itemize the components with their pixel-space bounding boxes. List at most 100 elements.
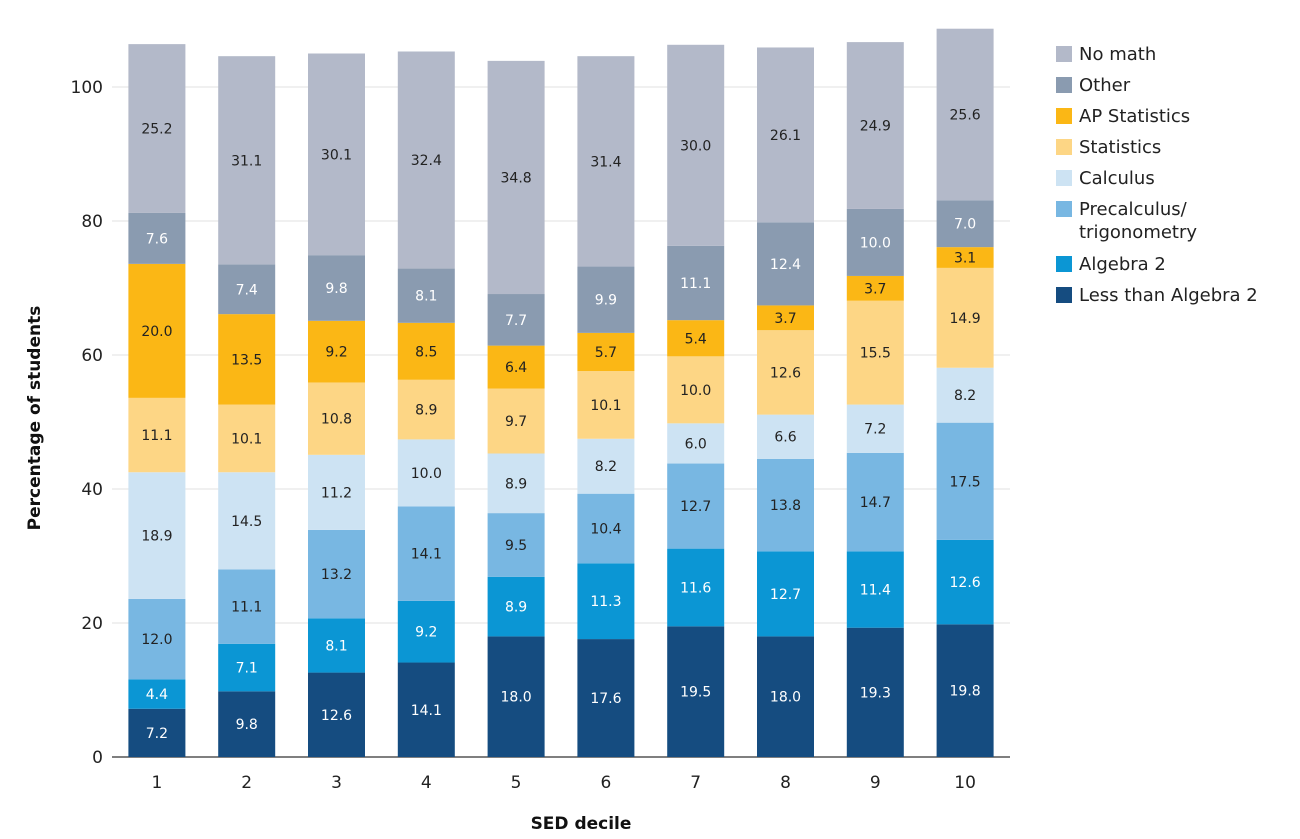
data-label: 13.2 (321, 567, 352, 583)
bar-segment (846, 452, 904, 552)
data-label: 7.7 (505, 313, 527, 329)
y-tick-label: 20 (81, 614, 103, 634)
x-tick-label: 2 (241, 773, 252, 793)
bar-segment (757, 222, 814, 306)
bar-segment (218, 569, 276, 644)
bar-segment (846, 42, 904, 209)
bar-segment (846, 627, 904, 757)
legend-label: AP Statistics (1079, 106, 1190, 127)
data-label: 18.0 (501, 690, 532, 706)
bar-segment (757, 636, 814, 757)
data-label: 19.3 (860, 685, 891, 701)
x-tick-label: 7 (690, 773, 701, 793)
data-label: 30.0 (680, 138, 711, 154)
bar-segment (667, 626, 725, 757)
bar-segment (487, 60, 545, 295)
data-label: 14.1 (411, 547, 442, 563)
bar-segment (577, 438, 635, 494)
data-label: 8.1 (325, 638, 347, 654)
data-label: 18.0 (770, 690, 801, 706)
bar-segment (667, 463, 725, 549)
data-label: 9.8 (236, 717, 258, 733)
legend-label: trigonometry (1079, 222, 1197, 243)
data-label: 7.2 (146, 726, 168, 742)
bar-segment (846, 275, 904, 301)
legend-label: Other (1079, 75, 1131, 96)
bar-segment (308, 618, 365, 673)
x-tick-label: 5 (511, 773, 522, 793)
data-label: 11.4 (860, 583, 891, 599)
data-label: 10.8 (321, 412, 352, 428)
x-tick-label: 10 (954, 773, 976, 793)
bar-segment (487, 453, 545, 514)
bar-segment (667, 44, 725, 246)
legend-item: Calculus (1056, 168, 1155, 189)
legend-label: Statistics (1079, 137, 1161, 158)
bar-segment (218, 264, 276, 315)
legend-swatch (1056, 108, 1072, 124)
data-label: 6.0 (685, 436, 707, 452)
data-label: 7.0 (954, 217, 976, 233)
data-label: 13.5 (231, 352, 262, 368)
bar-group-8: 18.0 12.7 13.8 6.6 12.6 3.7 12.4 26.1 (757, 47, 814, 757)
data-label: 11.1 (680, 276, 711, 292)
data-label: 8.2 (595, 459, 617, 475)
legend-swatch (1056, 170, 1072, 186)
bar-group-9: 19.3 11.4 14.7 7.2 15.5 3.7 10.0 24.9 (846, 42, 904, 757)
bar-segment (397, 379, 455, 440)
data-label: 12.6 (950, 575, 981, 591)
legend-label: Precalculus/ (1079, 199, 1188, 220)
bar-segment (128, 212, 186, 264)
data-label: 11.1 (231, 600, 262, 616)
bar-segment (667, 320, 725, 357)
data-label: 8.2 (954, 388, 976, 404)
x-tick-label: 6 (600, 773, 611, 793)
bar-group-3: 12.6 8.1 13.2 11.2 10.8 9.2 9.8 30.1 (308, 53, 365, 757)
data-label: 8.9 (415, 403, 437, 419)
y-tick-label: 60 (81, 346, 103, 366)
bar-segment (128, 679, 186, 709)
data-label: 9.9 (595, 293, 617, 309)
bar-segment (936, 624, 994, 757)
data-label: 18.9 (141, 529, 172, 545)
y-axis-ticks: 0 20 40 60 80 100 (71, 78, 103, 768)
bar-segment (667, 356, 725, 424)
legend-item: AP Statistics (1056, 106, 1190, 127)
data-label: 19.8 (950, 684, 981, 700)
data-label: 34.8 (501, 170, 532, 186)
data-label: 3.7 (774, 311, 796, 327)
data-label: 25.2 (141, 122, 172, 138)
bar-group-7: 19.5 11.6 12.7 6.0 10.0 5.4 11.1 30.0 (667, 44, 725, 757)
x-tick-label: 9 (870, 773, 881, 793)
bar-segment (397, 662, 455, 757)
bar-group-2: 9.8 7.1 11.1 14.5 10.1 13.5 7.4 31.1 (218, 56, 276, 757)
bar-segment (936, 367, 994, 423)
bar-segment (936, 28, 994, 201)
data-label: 24.9 (860, 119, 891, 135)
bar-segment (218, 56, 276, 265)
y-tick-label: 80 (81, 212, 103, 232)
bar-segment (397, 268, 455, 323)
data-label: 30.1 (321, 147, 352, 163)
data-label: 9.8 (325, 281, 347, 297)
bar-segment (846, 404, 904, 453)
bar-segment (308, 382, 365, 455)
data-label: 5.4 (685, 331, 707, 347)
bar-segment (487, 576, 545, 637)
data-label: 17.5 (950, 474, 981, 490)
bar-segment (128, 263, 186, 398)
bar-segment (667, 423, 725, 464)
data-label: 14.1 (411, 703, 442, 719)
bar-segment (577, 493, 635, 564)
legend-item: Less than Algebra 2 (1056, 285, 1258, 306)
legend-swatch (1056, 46, 1072, 62)
bar-segment (757, 305, 814, 331)
bar-segment (397, 506, 455, 601)
data-label: 14.7 (860, 495, 891, 511)
bar-segment (936, 200, 994, 248)
data-label: 3.7 (864, 281, 886, 297)
bar-segment (308, 672, 365, 757)
bar-group-6: 17.6 11.3 10.4 8.2 10.1 5.7 9.9 31.4 (577, 56, 635, 757)
bars: 7.24.412.018.911.120.07.625.29.87.111.11… (128, 28, 994, 757)
